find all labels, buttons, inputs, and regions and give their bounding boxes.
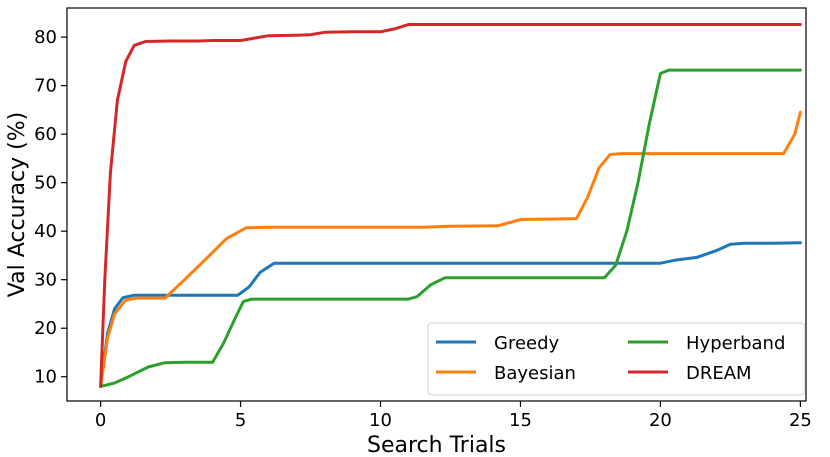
legend-label-bayesian: Bayesian [494, 363, 576, 384]
legend-label-greedy: Greedy [494, 333, 560, 354]
y-tick-label: 80 [34, 27, 57, 48]
legend: Greedy Bayesian Hyperband DREAM [427, 322, 806, 396]
series-line-hyperband [99, 68, 802, 388]
y-axis-label: Val Accuracy (%) [5, 112, 30, 297]
series-line-bayesian [99, 110, 802, 388]
series-line-greedy [99, 241, 802, 388]
y-tick-label: 70 [34, 76, 57, 97]
y-tick-label: 50 [34, 173, 57, 194]
y-tick-label: 40 [34, 221, 57, 242]
x-tick-label: 25 [789, 410, 812, 431]
x-tick-label: 15 [509, 410, 532, 431]
legend-box [427, 322, 806, 396]
y-tick-label: 60 [34, 124, 57, 145]
series-line-dream [99, 23, 802, 388]
x-tick-label: 5 [235, 410, 246, 431]
y-tick-label: 30 [34, 270, 57, 291]
x-axis-label: Search Trials [367, 433, 506, 457]
x-tick-label: 10 [369, 410, 392, 431]
x-tick-label: 0 [95, 410, 106, 431]
plot-frame [66, 7, 807, 402]
y-tick-label: 20 [34, 318, 57, 339]
legend-label-hyperband: Hyperband [686, 333, 785, 354]
legend-label-dream: DREAM [686, 363, 752, 384]
x-tick-label: 20 [649, 410, 672, 431]
y-tick-label: 10 [34, 367, 57, 388]
